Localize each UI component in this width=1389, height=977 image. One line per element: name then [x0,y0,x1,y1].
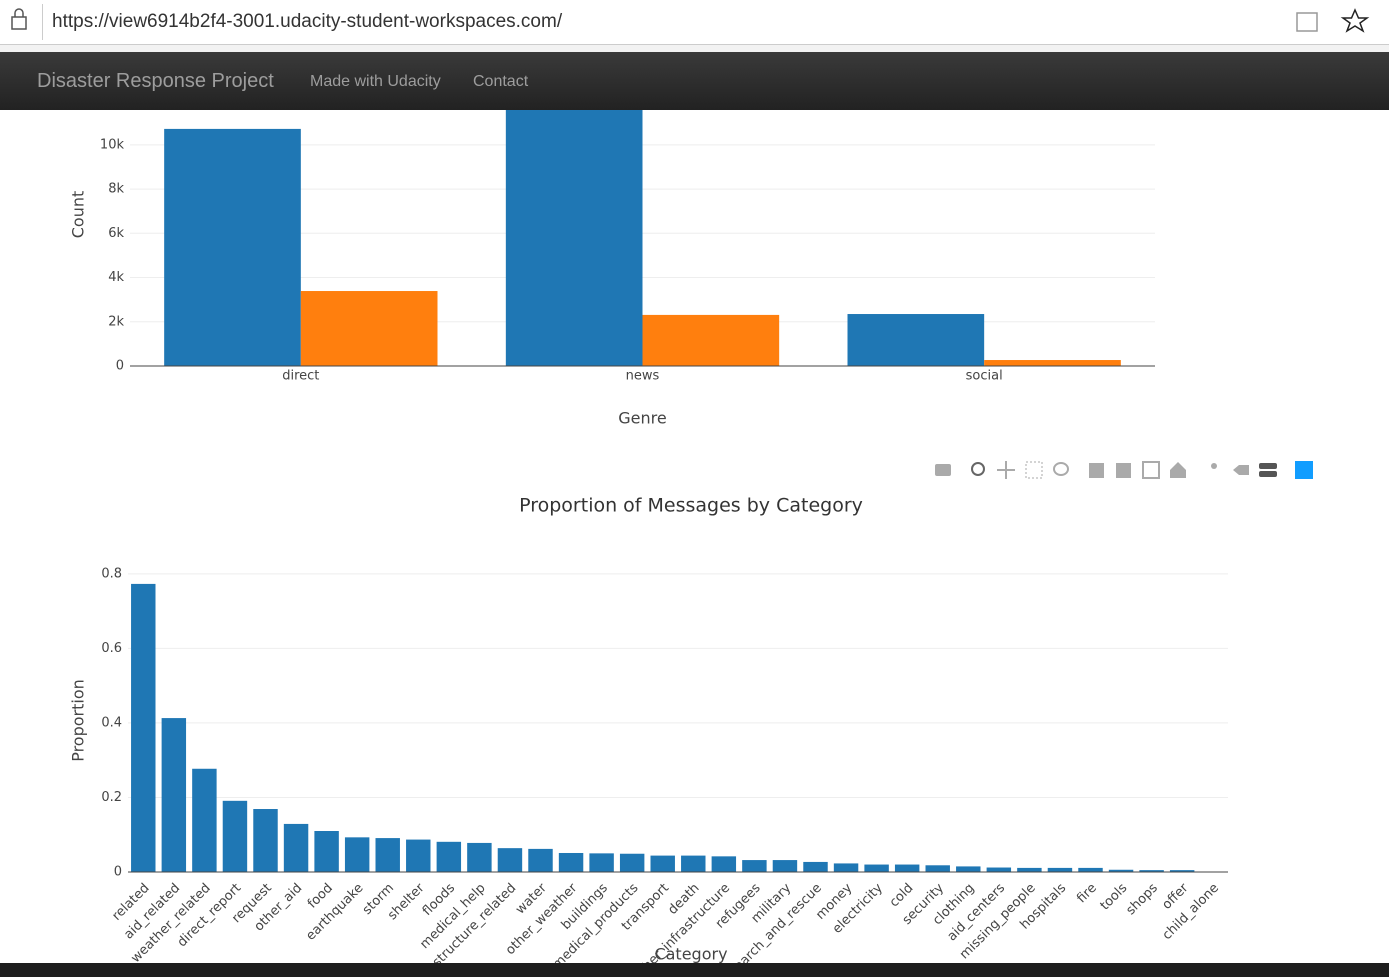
address-bar: https://view6914b2f4-3001.udacity-studen… [0,0,1389,45]
bar [528,848,553,872]
y-tick-label: 0.2 [101,790,122,805]
pan-icon[interactable] [997,461,1015,479]
bar [497,848,523,872]
bar [1017,867,1042,872]
navbar: Disaster Response Project Made with Udac… [0,52,1389,110]
bar [650,855,675,872]
chart-title: Proportion of Messages by Category [519,495,863,517]
y-tick-label: 0 [114,865,122,880]
bar [314,831,339,872]
hover-compare-icon[interactable] [1259,471,1277,477]
bar [1108,869,1134,872]
bar [642,314,780,366]
y-tick-label: 0.8 [101,566,122,581]
bar [1169,870,1195,872]
hover-compare-icon[interactable] [1259,463,1277,469]
bar [847,314,985,366]
bar [1047,867,1073,872]
bar [984,360,1121,366]
select-icon[interactable] [1025,461,1043,479]
bar [300,291,438,366]
x-tick-label: social [966,369,1003,384]
x-tick-label: news [626,369,660,384]
zoom-in-icon[interactable] [1089,463,1104,478]
x-tick-label: earthquake [303,881,366,944]
bar [375,838,400,872]
nav-link[interactable]: Contact [473,73,529,90]
plot-toolbar [935,461,1313,479]
y-tick-label: 2k [108,314,124,329]
brand[interactable]: Disaster Response Project [37,70,274,92]
y-axis-title: Count [69,191,88,239]
y-tick-label: 6k [108,226,124,241]
bar [222,800,248,872]
x-tick-label: direct [282,369,319,384]
y-tick-label: 10k [100,137,125,152]
x-axis-title: Genre [618,409,666,428]
bar [161,718,187,872]
x-axis-title: Category [654,945,727,964]
bar [894,864,920,872]
y-tick-label: 0.4 [101,715,122,730]
bar [436,841,462,872]
reading-view[interactable] [1296,12,1318,32]
spike-icon[interactable] [1211,463,1217,469]
hover-closest-icon[interactable] [1233,465,1249,475]
bar [956,866,981,872]
bar [467,842,492,872]
toolbar-gap [0,45,1389,52]
bar [772,860,798,872]
bar [925,865,950,872]
lock-icon [11,8,27,30]
url[interactable]: https://view6914b2f4-3001.udacity-studen… [52,11,563,32]
y-tick-label: 0 [116,359,124,374]
taskbar [0,963,1389,977]
bar [406,839,431,872]
bar [681,855,706,872]
bar [1078,867,1103,872]
bar [589,853,614,872]
bar [864,864,889,872]
divider [42,4,43,40]
x-tick-label: fire [1074,881,1100,907]
bar [558,852,584,872]
reset-icon[interactable] [1170,462,1186,478]
bar [505,77,643,366]
bar [742,860,767,872]
favorite[interactable] [1340,8,1370,33]
y-tick-label: 4k [108,270,124,285]
bar [253,809,278,872]
bar [803,861,828,872]
nav-link[interactable]: Made with Udacity [310,73,441,90]
bar [986,867,1012,872]
bar [1139,870,1164,872]
bar [619,853,645,872]
bar [192,768,217,872]
autoscale-icon[interactable] [1142,461,1160,479]
camera-icon[interactable] [935,464,951,476]
x-tick-label: shops [1123,881,1161,919]
y-tick-label: 8k [108,182,124,197]
plotly-logo[interactable] [1295,461,1313,479]
zoom-out-icon[interactable] [1116,463,1131,478]
y-axis-title: Proportion [69,679,88,762]
bar [164,128,301,366]
bar [344,837,370,872]
y-tick-label: 0.6 [101,641,122,656]
zoom-icon[interactable] [971,462,985,476]
bar [131,583,156,872]
bar [833,863,859,872]
bar [283,823,309,872]
browser-actions [1296,8,1370,33]
bar [711,856,737,872]
lasso-icon[interactable] [1053,462,1069,476]
